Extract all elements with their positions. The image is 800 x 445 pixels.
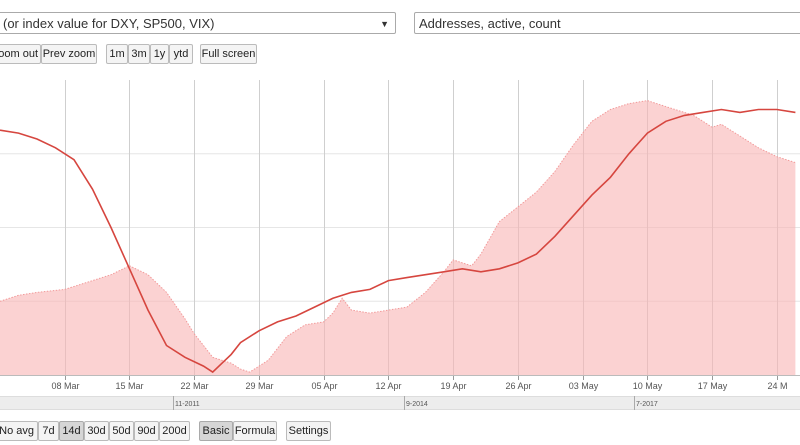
avg-200d-button[interactable]: 200d <box>159 421 190 441</box>
avg-30d-button[interactable]: 30d <box>84 421 109 441</box>
x-tick-label: 17 May <box>698 381 728 391</box>
range-3m-button[interactable]: 3m <box>128 44 150 64</box>
avg-none-button[interactable]: No avg <box>0 421 38 441</box>
navigator-tick <box>173 396 174 410</box>
navigator-label: 11-2011 <box>175 401 200 408</box>
x-tick-label: 15 Mar <box>115 381 143 391</box>
chevron-down-icon: ▼ <box>380 19 389 29</box>
chart-plot: 08 Mar 15 Mar 22 Mar 29 Mar 05 Apr 12 Apr 19 A… <box>0 80 800 391</box>
full-screen-button[interactable]: Full screen <box>200 44 257 64</box>
navigator-label: 7-2017 <box>636 401 658 408</box>
zoom-out-button[interactable]: Zoom out <box>0 44 41 64</box>
x-tick-label: 12 Apr <box>375 381 401 391</box>
settings-button[interactable]: Settings <box>286 421 331 441</box>
x-tick-label: 08 Mar <box>51 381 79 391</box>
mode-formula-button[interactable]: Formula <box>233 421 277 441</box>
prev-zoom-button[interactable]: Prev zoom <box>41 44 97 64</box>
range-ytd-button[interactable]: ytd <box>169 44 193 64</box>
asset-select[interactable]: (or index value for DXY, SP500, VIX) ▼ <box>0 12 396 34</box>
x-tick-label: 19 Apr <box>440 381 466 391</box>
range-1m-button[interactable]: 1m <box>106 44 128 64</box>
navigator-tick <box>404 396 405 410</box>
x-tick-label: 10 May <box>633 381 663 391</box>
mode-basic-button[interactable]: Basic <box>199 421 233 441</box>
x-tick-label: 22 Mar <box>180 381 208 391</box>
area-series-line <box>0 100 796 373</box>
avg-50d-button[interactable]: 50d <box>109 421 134 441</box>
x-tick-label: 05 Apr <box>311 381 337 391</box>
metric-select[interactable]: Addresses, active, count <box>414 12 800 34</box>
navigator-tick <box>634 396 635 410</box>
x-tick-label: 03 May <box>569 381 599 391</box>
navigator-label: 9-2014 <box>406 401 428 408</box>
x-tick-label: 29 Mar <box>245 381 273 391</box>
metric-select-value: Addresses, active, count <box>419 16 561 31</box>
asset-select-value: (or index value for DXY, SP500, VIX) <box>3 16 215 31</box>
avg-7d-button[interactable]: 7d <box>38 421 59 441</box>
navigator-track[interactable] <box>0 396 800 410</box>
area-fill <box>0 100 796 375</box>
avg-14d-button[interactable]: 14d <box>59 421 84 441</box>
price-series-line <box>0 108 796 374</box>
range-1y-button[interactable]: 1y <box>150 44 169 64</box>
x-tick-label: 24 M <box>767 381 787 391</box>
x-tick-label: 26 Apr <box>505 381 531 391</box>
avg-90d-button[interactable]: 90d <box>134 421 159 441</box>
